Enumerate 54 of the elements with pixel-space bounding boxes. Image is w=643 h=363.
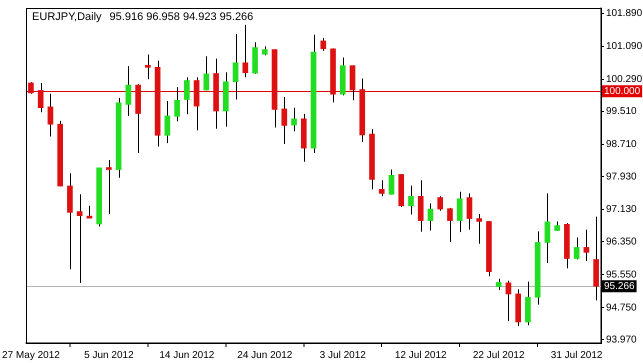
candlestick xyxy=(204,56,210,91)
y-tick-label: 101.890 xyxy=(606,8,643,20)
y-tick-label: 96.350 xyxy=(606,236,638,248)
x-tick-label: 24 Jun 2012 xyxy=(237,350,293,361)
candlestick xyxy=(388,169,394,196)
x-tick-label: 12 Jul 2012 xyxy=(394,350,448,361)
candlestick xyxy=(38,82,44,113)
candlestick xyxy=(291,107,297,132)
candlestick xyxy=(437,196,444,212)
candlestick xyxy=(574,237,580,260)
x-tick-label: 27 May 2012 xyxy=(2,350,60,361)
chart-subtitle: 95.916 96.958 94.923 95.266 xyxy=(110,11,254,24)
candlestick xyxy=(554,220,560,232)
candlestick xyxy=(447,207,453,243)
y-tick-label: 101.090 xyxy=(606,41,643,52)
y-tick-label: 93.970 xyxy=(606,334,638,346)
ref-line-label: 100.000 xyxy=(604,86,641,97)
candlestick xyxy=(466,192,472,230)
candlestick xyxy=(496,278,502,290)
y-tick-label: 94.750 xyxy=(606,302,638,314)
candlestick xyxy=(428,202,434,232)
candlestick xyxy=(544,192,550,264)
candlestick xyxy=(408,185,414,215)
candlestick xyxy=(106,160,112,215)
candlestick xyxy=(281,96,288,144)
candlestick xyxy=(378,180,385,197)
y-tick-label: 97.930 xyxy=(606,171,638,182)
y-tick-label: 100.290 xyxy=(606,74,643,86)
y-tick-label: 98.710 xyxy=(606,139,638,150)
candlestick xyxy=(262,46,268,56)
x-tick-label: 31 Jul 2012 xyxy=(550,350,603,361)
x-tick-label: 5 Jun 2012 xyxy=(84,350,134,361)
candlestick xyxy=(232,33,238,100)
candlestick xyxy=(174,86,180,122)
candlestick xyxy=(48,93,54,138)
ref-line-label: 95.266 xyxy=(604,281,636,292)
candlestick xyxy=(320,38,326,52)
candlestick xyxy=(456,191,463,233)
x-tick-label: 3 Jul 2012 xyxy=(320,350,366,361)
y-tick-label: 95.550 xyxy=(606,269,638,280)
x-tick-label: 22 Jul 2012 xyxy=(472,350,525,361)
y-tick-label: 99.510 xyxy=(606,106,638,118)
candlestick xyxy=(164,100,170,144)
candlestick xyxy=(76,194,82,284)
candlestick xyxy=(584,229,590,262)
x-tick-label: 14 Jun 2012 xyxy=(159,350,215,361)
y-tick-label: 97.130 xyxy=(606,204,638,216)
candlestick xyxy=(506,280,512,322)
candlestick xyxy=(476,214,482,244)
candlestick xyxy=(86,205,92,219)
candlestick xyxy=(184,76,190,115)
candlestick xyxy=(242,24,248,78)
candlestick xyxy=(126,66,132,116)
chart-title: EURJPY,Daily xyxy=(32,11,102,24)
